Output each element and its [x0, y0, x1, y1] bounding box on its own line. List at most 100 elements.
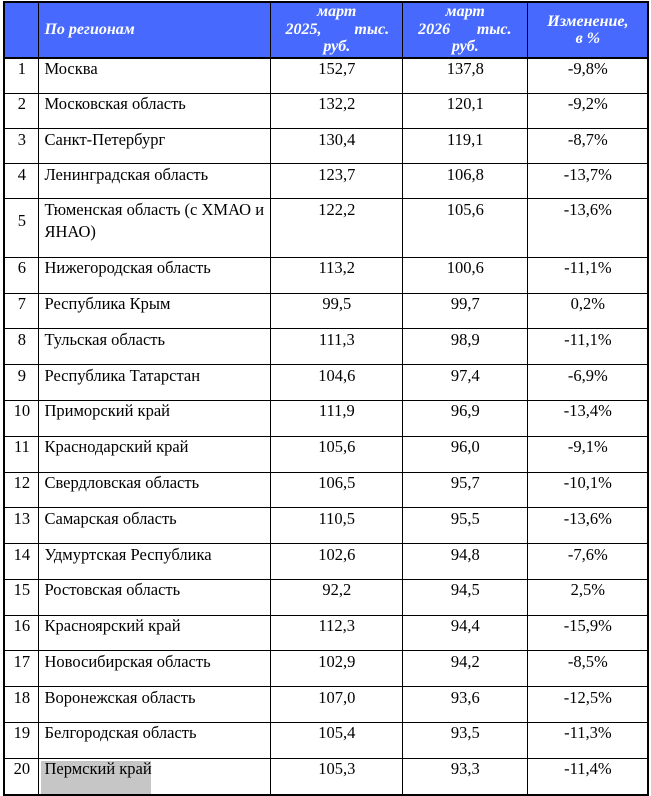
- region-name: Республика Крым: [44, 294, 171, 314]
- mar-2025-value-cell: 92,2: [270, 578, 404, 616]
- change-value-cell: -13,6%: [527, 198, 649, 258]
- table-row[interactable]: 16 Красноярский край 112,3 94,4 -15,9%: [3, 614, 649, 652]
- header-change-lines: Изменение, в %: [529, 12, 647, 48]
- mar-2026-value: 96,9: [450, 401, 480, 421]
- table-row[interactable]: 14 Удмуртская Республика 102,6 94,8 -7,6…: [3, 543, 649, 580]
- mar-2026-value-cell: 93,5: [402, 721, 529, 759]
- mar-2026-value-cell: 94,2: [402, 650, 529, 688]
- table-row[interactable]: 1 Москва 152,7 137,8 -9,8%: [3, 57, 649, 94]
- row-number-cell: 6: [3, 256, 40, 294]
- region-name: Санкт-Петербург: [44, 129, 166, 149]
- header-mar2026-line1: март: [445, 3, 485, 21]
- region-name: Республика Татарстан: [44, 365, 201, 385]
- table-row[interactable]: 8 Тульская область 111,3 98,9 -11,1%: [3, 328, 649, 366]
- change-value: -8,5%: [567, 651, 608, 671]
- row-number: 2: [17, 94, 27, 114]
- mar-2026-value: 106,8: [446, 164, 484, 184]
- row-number-cell: 10: [3, 399, 40, 437]
- table-row[interactable]: 3 Санкт-Петербург 130,4 119,1 -8,7%: [3, 128, 649, 165]
- change-value-cell: -8,5%: [527, 650, 649, 688]
- header-cell-number: [3, 1, 40, 59]
- table-row[interactable]: 10 Приморский край 111,9 96,9 -13,4%: [3, 399, 649, 437]
- header-change-line1: Изменение,: [547, 12, 629, 30]
- change-value: -11,4%: [564, 759, 612, 779]
- row-number-cell: 12: [3, 471, 40, 509]
- region-name-cell: Удмуртская Республика: [38, 543, 272, 580]
- row-number-cell: 4: [3, 163, 40, 200]
- header-regions-label: По регионам: [44, 21, 135, 39]
- table-row[interactable]: 4 Ленинградская область 123,7 106,8 -13,…: [3, 163, 649, 200]
- row-number: 19: [13, 723, 31, 743]
- mar-2026-value: 94,8: [450, 544, 480, 564]
- region-name-cell: Республика Татарстан: [38, 364, 272, 401]
- region-name-cell: Краснодарский край: [38, 435, 272, 473]
- table-row[interactable]: 12 Свердловская область 106,5 95,7 -10,1…: [3, 471, 649, 509]
- mar-2026-value: 100,6: [446, 258, 484, 278]
- mar-2025-value-cell: 107,0: [270, 686, 404, 723]
- row-number: 5: [17, 211, 27, 231]
- mar-2026-value: 105,6: [446, 199, 484, 219]
- mar-2026-value-cell: 120,1: [402, 92, 529, 130]
- change-value-cell: -13,4%: [527, 399, 649, 437]
- mar-2026-value: 93,5: [450, 723, 480, 743]
- region-name-cell: Республика Крым: [38, 292, 272, 330]
- header-mar2026-lines: март 2026 тыс. руб.: [404, 3, 527, 55]
- region-name: Ростовская область: [44, 580, 181, 600]
- header-cell-mar-2026: март 2026 тыс. руб.: [402, 1, 529, 59]
- row-number-cell: 9: [3, 364, 40, 401]
- mar-2025-value: 123,7: [318, 164, 356, 184]
- row-number: 20: [13, 759, 31, 779]
- region-name: Белгородская область: [44, 723, 197, 743]
- row-number: 13: [13, 508, 31, 528]
- change-value-cell: -11,3%: [527, 721, 649, 759]
- table-row[interactable]: 6 Нижегородская область 113,2 100,6 -11,…: [3, 256, 649, 294]
- change-value: 2,5%: [570, 580, 606, 600]
- row-number: 7: [17, 294, 27, 314]
- row-number-cell: 1: [3, 57, 40, 94]
- mar-2025-value-cell: 123,7: [270, 163, 404, 200]
- row-number: 15: [13, 580, 31, 600]
- mar-2026-value: 120,1: [446, 94, 484, 114]
- table-row[interactable]: 9 Республика Татарстан 104,6 97,4 -6,9%: [3, 364, 649, 401]
- mar-2026-value: 93,3: [450, 759, 480, 779]
- row-number-cell: 18: [3, 686, 40, 723]
- mar-2025-value-cell: 132,2: [270, 92, 404, 130]
- change-value: -13,6%: [563, 199, 612, 219]
- mar-2025-value: 110,5: [318, 508, 356, 528]
- row-number: 11: [13, 437, 30, 457]
- mar-2025-value: 104,6: [318, 365, 356, 385]
- change-value: -10,1%: [563, 473, 612, 493]
- table-row[interactable]: 17 Новосибирская область 102,9 94,2 -8,5…: [3, 650, 649, 688]
- mar-2025-value-cell: 105,6: [270, 435, 404, 473]
- table-row[interactable]: 7 Республика Крым 99,5 99,7 0,2%: [3, 292, 649, 330]
- table-row[interactable]: 5 Тюменская область (с ХМАО и ЯНАО) 122,…: [3, 198, 649, 258]
- table-row[interactable]: 2 Московская область 132,2 120,1 -9,2%: [3, 92, 649, 130]
- change-value-cell: -13,6%: [527, 507, 649, 545]
- row-number: 14: [13, 544, 31, 564]
- row-number: 3: [17, 129, 27, 149]
- table-row[interactable]: 13 Самарская область 110,5 95,5 -13,6%: [3, 507, 649, 545]
- header-row: По регионам март 2025, тыс. руб.: [3, 1, 649, 59]
- region-name: Московская область: [44, 94, 186, 114]
- mar-2025-value: 92,2: [322, 580, 352, 600]
- selection-highlight: [41, 760, 152, 794]
- region-name-cell: Нижегородская область: [38, 256, 272, 294]
- table-row[interactable]: 18 Воронежская область 107,0 93,6 -12,5%: [3, 686, 649, 723]
- region-name: Новосибирская область: [44, 651, 211, 671]
- change-value-cell: -9,2%: [527, 92, 649, 130]
- mar-2025-value: 130,4: [318, 129, 356, 149]
- mar-2026-value-cell: 100,6: [402, 256, 529, 294]
- change-value: -11,1%: [564, 329, 612, 349]
- header-cell-mar-2025: март 2025, тыс. руб.: [270, 1, 404, 59]
- table-row[interactable]: 11 Краснодарский край 105,6 96,0 -9,1%: [3, 435, 649, 473]
- table-row[interactable]: 19 Белгородская область 105,4 93,5 -11,3…: [3, 721, 649, 759]
- table-row[interactable]: 15 Ростовская область 92,2 94,5 2,5%: [3, 578, 649, 616]
- table-row[interactable]: 20 Пермский край 105,3 93,3 -11,4%: [3, 757, 649, 796]
- header-mar2025-lines: март 2025, тыс. руб.: [272, 3, 402, 55]
- mar-2026-value-cell: 97,4: [402, 364, 529, 401]
- region-name: Москва: [44, 59, 98, 79]
- mar-2025-value: 105,4: [318, 723, 356, 743]
- change-value: -7,6%: [567, 544, 608, 564]
- change-value-cell: -8,7%: [527, 128, 649, 165]
